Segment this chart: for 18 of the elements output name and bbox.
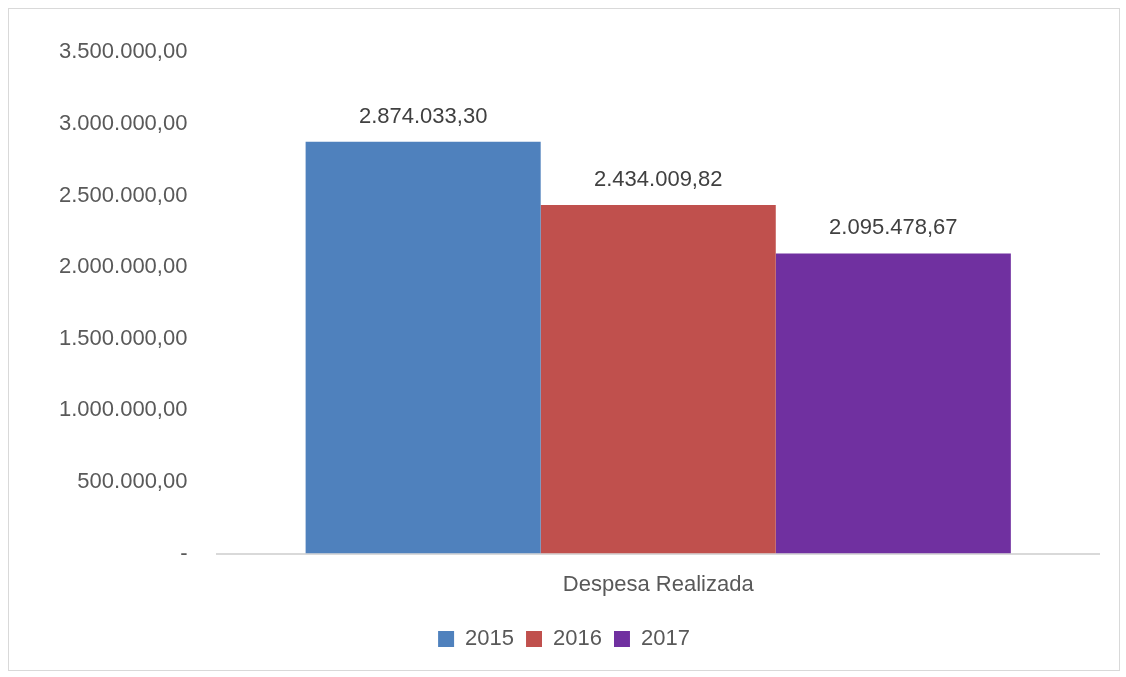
y-tick-label: 2.500.000,00: [58, 181, 188, 207]
y-tick-label: 1.000.000,00: [58, 396, 188, 422]
y-tick-label: 3.500.000,00: [58, 38, 188, 64]
y-tick-label: 500.000,00: [77, 468, 188, 494]
bar: [540, 204, 776, 554]
legend-label: 2017: [640, 625, 690, 651]
x-tick-label: Despesa Realizada: [562, 570, 755, 596]
data-label: 2.434.009,82: [593, 165, 723, 191]
legend-label: 2016: [553, 625, 602, 651]
bar: [305, 141, 541, 554]
data-label: 2.874.033,30: [358, 102, 488, 128]
y-tick-label: 2.000.000,00: [58, 253, 188, 279]
bar: [775, 253, 1011, 554]
y-tick-label: 1.500.000,00: [58, 324, 188, 350]
legend-label: 2015: [465, 625, 515, 651]
y-tick-label: 3.000.000,00: [58, 109, 188, 135]
data-label: 2.095.478,67: [829, 214, 958, 240]
y-tick-label: -: [180, 539, 188, 565]
